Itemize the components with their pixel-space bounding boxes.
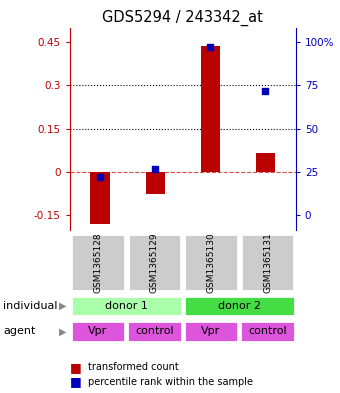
Text: transformed count: transformed count — [88, 362, 179, 373]
Bar — [128, 234, 181, 291]
Bar — [128, 321, 182, 342]
Point — [208, 44, 213, 50]
Text: control: control — [135, 327, 174, 336]
Bar — [256, 153, 275, 172]
Text: donor 2: donor 2 — [218, 301, 261, 311]
Text: Vpr: Vpr — [88, 327, 107, 336]
Bar — [146, 172, 165, 194]
Point — [263, 87, 268, 94]
Bar — [71, 296, 182, 316]
Bar — [201, 46, 220, 172]
Text: GSM1365131: GSM1365131 — [263, 232, 272, 293]
Text: ■: ■ — [70, 361, 82, 374]
Text: GSM1365129: GSM1365129 — [150, 232, 159, 293]
Text: GSM1365128: GSM1365128 — [94, 232, 102, 293]
Bar — [184, 234, 238, 291]
Bar — [240, 321, 295, 342]
Point — [152, 165, 158, 172]
Text: percentile rank within the sample: percentile rank within the sample — [88, 377, 253, 387]
Text: ■: ■ — [70, 375, 82, 389]
Text: Vpr: Vpr — [201, 327, 221, 336]
Text: control: control — [248, 327, 287, 336]
Text: GSM1365130: GSM1365130 — [206, 232, 216, 293]
Bar — [71, 234, 124, 291]
Title: GDS5294 / 243342_at: GDS5294 / 243342_at — [102, 10, 263, 26]
Bar — [241, 234, 294, 291]
Text: donor 1: donor 1 — [105, 301, 148, 311]
Text: ▶: ▶ — [59, 301, 67, 311]
Bar — [71, 321, 125, 342]
Bar — [184, 321, 238, 342]
Text: individual: individual — [3, 301, 58, 311]
Text: ▶: ▶ — [59, 327, 67, 336]
Point — [97, 174, 103, 180]
Bar — [184, 296, 295, 316]
Text: agent: agent — [3, 327, 36, 336]
Bar — [90, 172, 110, 224]
